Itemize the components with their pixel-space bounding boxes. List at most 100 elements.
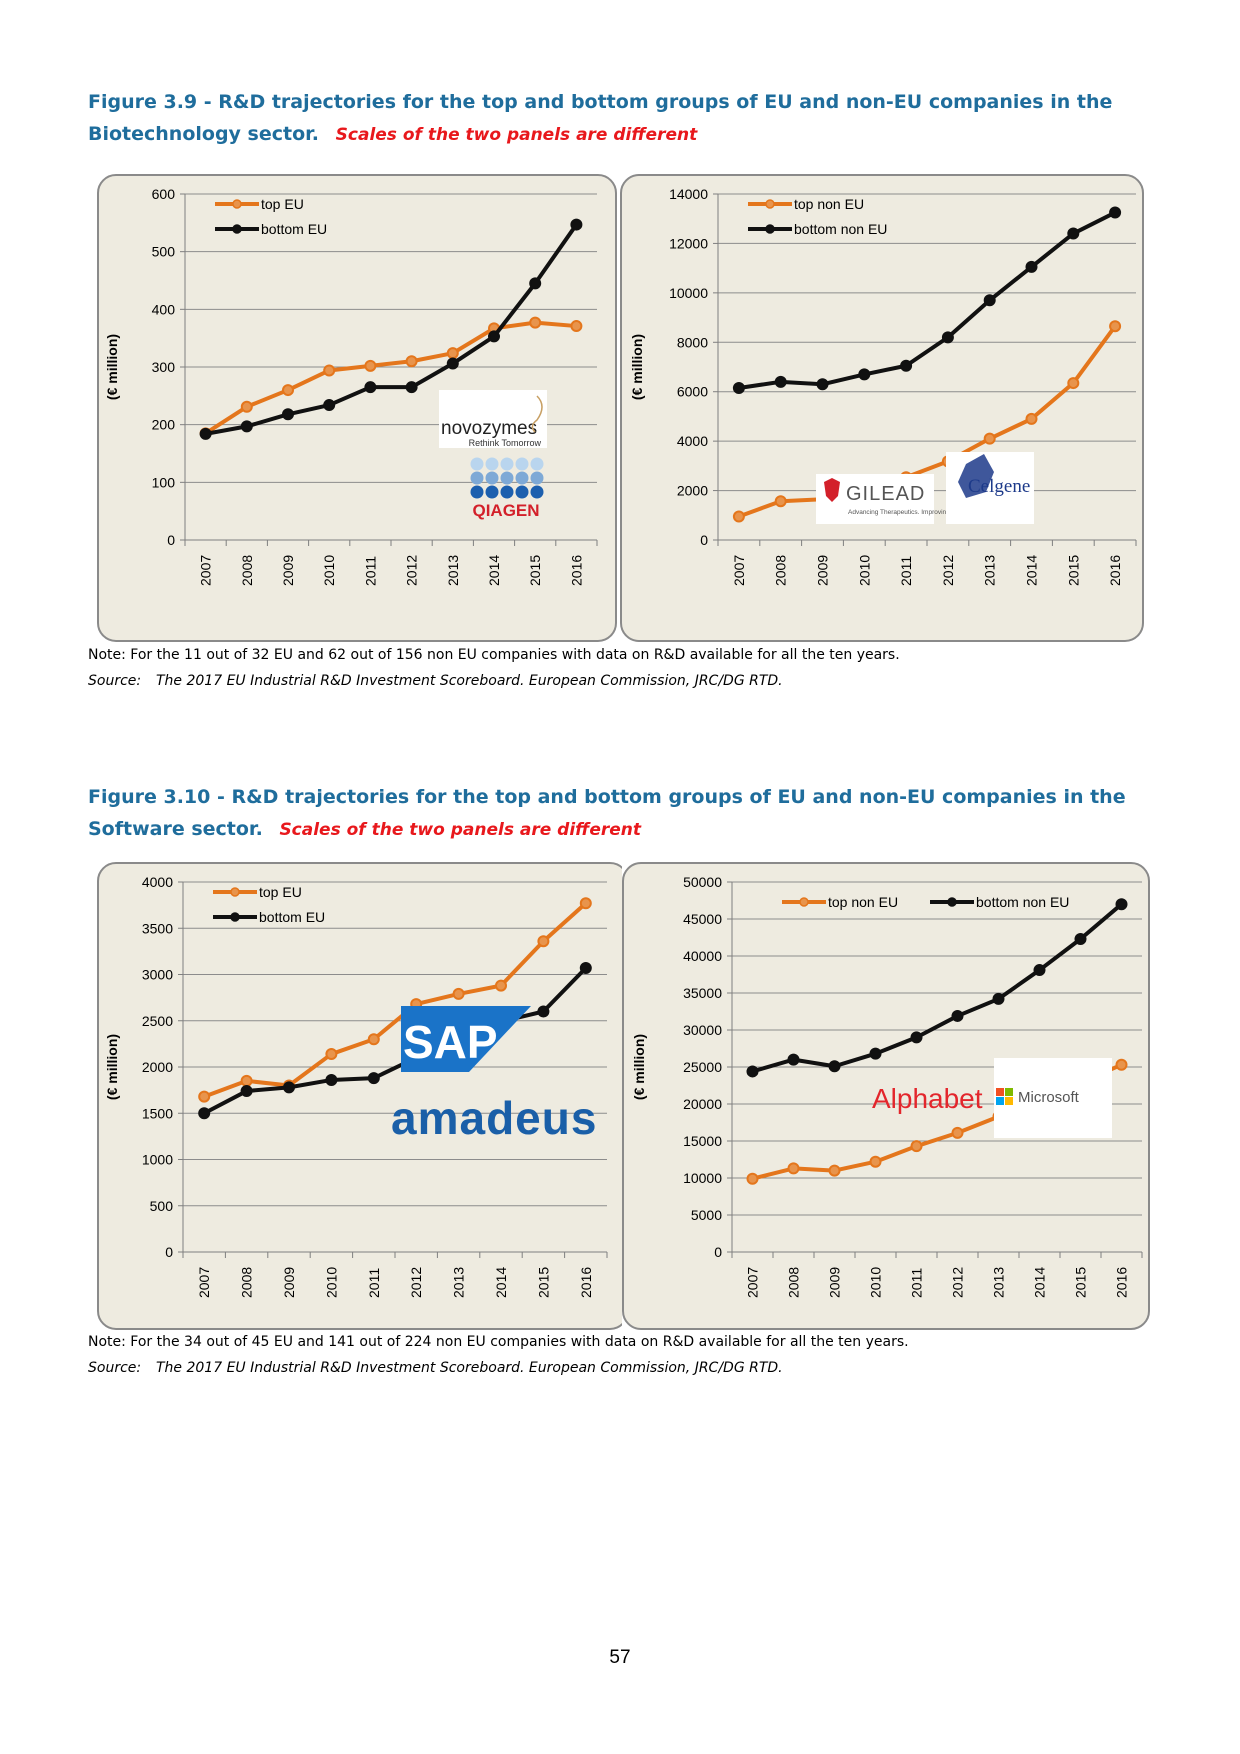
y-tick-label: 4000: [677, 433, 708, 449]
legend-label: top non EU: [828, 894, 898, 910]
y-tick-label: 0: [700, 532, 708, 548]
x-tick-label: 2016: [578, 1267, 594, 1298]
y-tick-label: 25000: [683, 1059, 722, 1075]
data-point: [537, 1005, 550, 1018]
series-line-top-eu: [204, 320, 577, 435]
x-tick-label: 2009: [280, 555, 296, 586]
svg-text:Celgene: Celgene: [968, 476, 1030, 497]
x-tick-label: 2008: [773, 555, 789, 586]
x-tick-label: 2015: [527, 555, 543, 586]
logo-amadeus: amadeus: [391, 1092, 596, 1144]
y-tick-label: 1000: [142, 1152, 173, 1168]
data-point: [732, 382, 745, 395]
y-axis-label: (€ million): [631, 1034, 647, 1100]
svg-text:novozymes: novozymes: [441, 418, 537, 439]
data-point: [951, 1009, 964, 1022]
x-tick-label: 2008: [239, 1267, 255, 1298]
legend-marker: [230, 887, 240, 897]
x-tick-label: 2016: [1114, 1267, 1130, 1298]
y-tick-label: 2000: [142, 1059, 173, 1075]
figure-3-9-title: Figure 3.9 - R&D trajectories for the to…: [88, 86, 1148, 151]
scale-warning: Scales of the two panels are different: [335, 125, 698, 145]
y-tick-label: 400: [152, 301, 176, 317]
x-tick-label: 2008: [786, 1267, 802, 1298]
data-point: [325, 1073, 338, 1086]
data-point: [198, 1107, 211, 1120]
chart-panel-biotech-noneu: 0 2000 4000 6000 8000 10000 12000 14000 2007 2008…: [620, 174, 1144, 644]
chart-software-eu: 0 500 1000 1500 2000 2500 3000 3500 4000 2007 2008…: [97, 862, 629, 1330]
figure-title-text: Figure 3.9 - R&D trajectories for the to…: [88, 91, 1113, 145]
chart-panel-software-noneu: 0 5000 10000 15000 20000 25000 30000 35000 40000…: [622, 862, 1150, 1332]
x-tick-label: 2014: [1024, 555, 1040, 586]
x-tick-label: 2010: [321, 555, 337, 586]
figure-3-10-source: Source: The 2017 EU Industrial R&D Invest…: [88, 1360, 783, 1376]
data-point: [910, 1140, 923, 1153]
legend-marker: [232, 199, 242, 209]
x-tick-label: 2012: [408, 1267, 424, 1298]
data-point: [746, 1065, 759, 1078]
y-tick-label: 600: [152, 186, 176, 202]
data-point: [283, 1081, 295, 1094]
data-point: [910, 1031, 923, 1044]
data-point: [941, 331, 954, 344]
y-tick-label: 200: [152, 417, 176, 433]
y-tick-label: 10000: [683, 1170, 722, 1186]
data-point: [282, 384, 294, 397]
svg-text:GILEAD: GILEAD: [846, 483, 925, 505]
y-tick-label: 500: [150, 1198, 174, 1214]
legend-marker: [765, 199, 775, 209]
x-tick-label: 2009: [281, 1267, 297, 1298]
chart-frame: [620, 174, 1144, 642]
y-tick-label: 14000: [669, 186, 708, 202]
logo-sap: SAP: [401, 1006, 531, 1072]
svg-text:Alphabet: Alphabet: [872, 1083, 983, 1114]
source-label: Source:: [88, 1360, 142, 1376]
data-point: [570, 320, 583, 333]
legend-label: top EU: [259, 884, 302, 900]
chart-panel-biotech-eu: 0 100 200 300 400 500 600 2007 2008 2009 2010 2011 2…: [97, 174, 617, 644]
data-point: [828, 1164, 841, 1177]
legend-label: bottom non EU: [976, 894, 1069, 910]
series-line-bottom-non-eu: [738, 210, 1116, 390]
data-point: [1033, 964, 1046, 977]
page-number: 57: [609, 1647, 631, 1668]
x-tick-label: 2014: [486, 555, 502, 586]
scale-warning: Scales of the two panels are different: [279, 820, 641, 840]
data-point: [579, 962, 592, 975]
series-line-bottom-non-eu: [751, 902, 1123, 1074]
y-tick-label: 45000: [683, 911, 722, 927]
figure-title-text: Figure 3.10 - R&D trajectories for the t…: [88, 786, 1126, 840]
x-tick-label: 2015: [1073, 1267, 1089, 1298]
chart-panel-software-eu: 0 500 1000 1500 2000 2500 3000 3500 4000 2007 2008…: [97, 862, 629, 1332]
x-tick-label: 2016: [1107, 555, 1123, 586]
source-text: The 2017 EU Industrial R&D Investment Sc…: [156, 673, 783, 689]
svg-text:Advancing Therapeutics. Improv: Advancing Therapeutics. Improving Lives.: [848, 509, 969, 516]
data-point: [446, 347, 459, 360]
x-tick-label: 2010: [868, 1267, 884, 1298]
y-tick-label: 35000: [683, 985, 722, 1001]
logo-gilead: GILEAD Advancing Therapeutics. Improving …: [816, 474, 969, 524]
data-point: [992, 992, 1005, 1005]
x-tick-label: 2008: [239, 555, 255, 586]
y-axis-label: (€ million): [104, 334, 120, 400]
y-axis-label: (€ million): [629, 334, 645, 400]
legend-label: bottom EU: [259, 909, 325, 925]
legend-label: top non EU: [794, 196, 864, 212]
y-tick-label: 6000: [677, 384, 708, 400]
x-tick-label: 2012: [404, 555, 420, 586]
x-tick-label: 2009: [815, 555, 831, 586]
data-point: [240, 1074, 253, 1087]
x-tick-label: 2013: [445, 555, 461, 586]
data-point: [367, 1033, 380, 1046]
figure-3-10-note: Note: For the 34 out of 45 EU and 141 ou…: [88, 1334, 909, 1350]
legend-label: bottom EU: [261, 221, 327, 237]
data-point: [900, 359, 913, 372]
data-point: [1115, 1058, 1128, 1071]
data-point: [240, 1085, 253, 1098]
y-axis-label: (€ million): [104, 1034, 120, 1100]
y-tick-label: 0: [167, 532, 175, 548]
data-point: [529, 316, 542, 329]
logo-microsoft: Microsoft: [994, 1058, 1112, 1138]
y-tick-label: 500: [152, 244, 176, 260]
y-tick-label: 50000: [683, 874, 722, 890]
